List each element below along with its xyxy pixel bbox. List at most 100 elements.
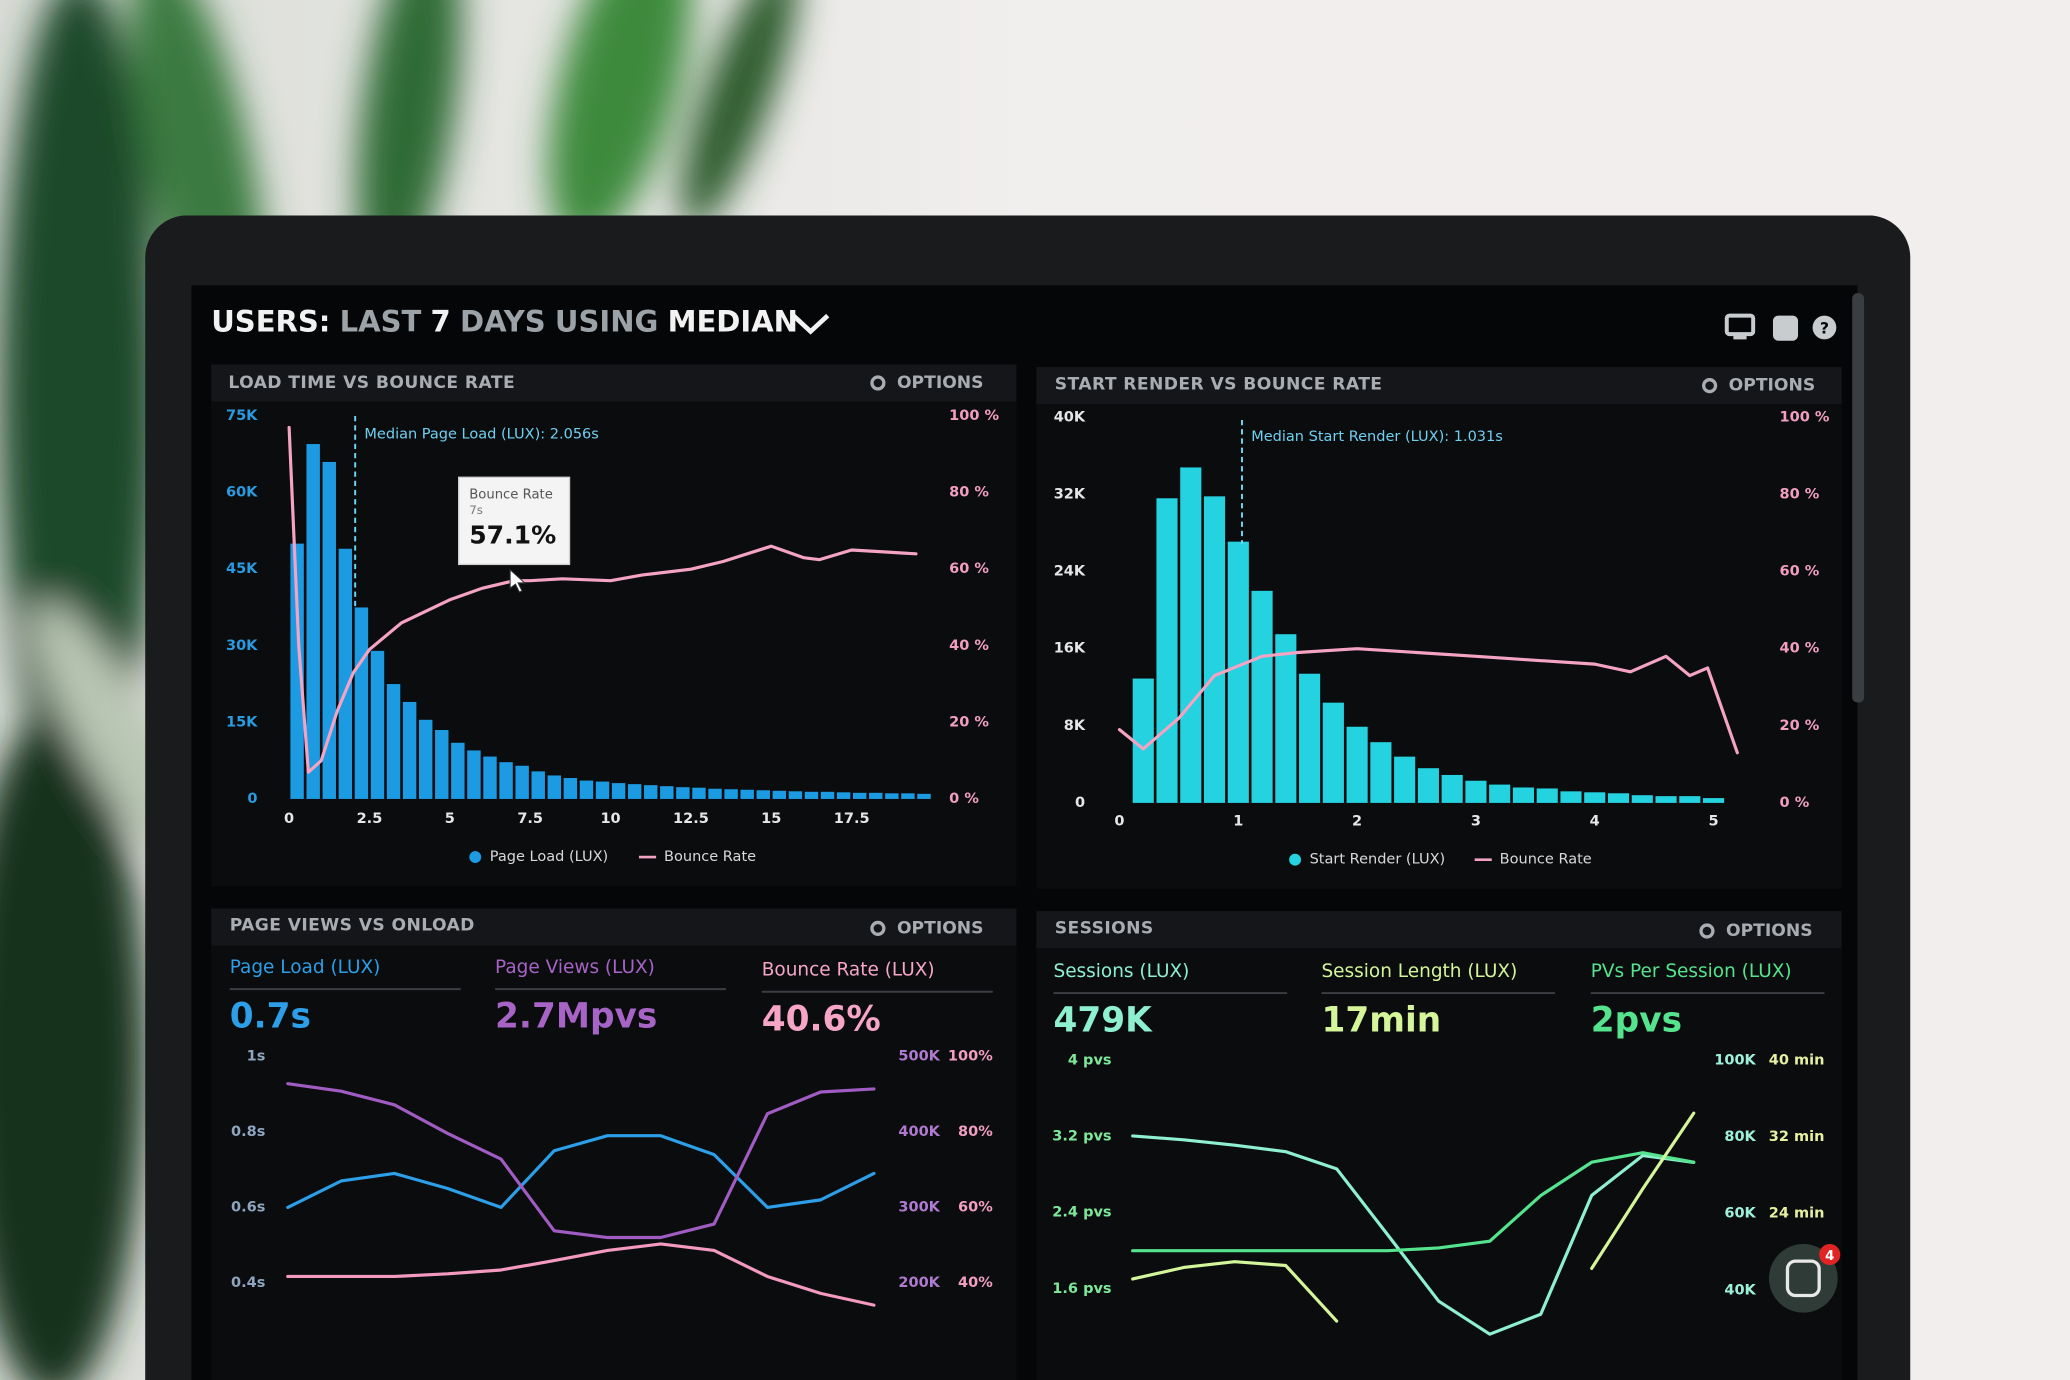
- y-tick-label: 15K: [226, 714, 258, 730]
- histogram-bar: [290, 543, 304, 799]
- histogram-bar: [885, 793, 899, 799]
- metric-label: Session Length (LUX): [1321, 961, 1517, 982]
- options-gear: [1699, 923, 1715, 939]
- y-tick-label: 0: [1075, 795, 1085, 811]
- x-tick-label: 5: [445, 811, 455, 827]
- chat-badge: [1819, 1243, 1841, 1266]
- histogram-bar: [1180, 467, 1202, 803]
- y-tick-label: 45K: [226, 561, 258, 577]
- histogram-bar: [820, 791, 835, 799]
- histogram-bar: [627, 784, 642, 799]
- metric-value: 0.7s: [230, 997, 311, 1037]
- y2-tick-label: 40 %: [1780, 641, 1820, 657]
- histogram-bar: [467, 750, 481, 799]
- y2-tick-label: 80K: [1724, 1129, 1756, 1145]
- options-button[interactable]: OPTIONS: [1726, 921, 1813, 941]
- options-button[interactable]: OPTIONS: [897, 918, 984, 938]
- series-line: [286, 1082, 876, 1240]
- y2-tick-label: 20 %: [949, 714, 989, 730]
- scrollbar[interactable]: [1852, 293, 1865, 703]
- y-tick-label: 0.6s: [231, 1199, 265, 1215]
- x-tick-label: 3: [1471, 813, 1481, 829]
- metric-label: Page Views (LUX): [495, 957, 655, 978]
- panel-title: LOAD TIME VS BOUNCE RATE: [228, 373, 515, 393]
- x-tick-label: 12.5: [673, 811, 709, 827]
- panel-header: [1036, 367, 1842, 405]
- series-line: [1131, 1111, 1696, 1323]
- metric-value: 2pvs: [1591, 1001, 1682, 1041]
- y-tick-label: 8K: [1064, 718, 1086, 734]
- tooltip-title: Bounce Rate: [469, 487, 553, 502]
- monitor-stand: [1733, 335, 1747, 340]
- dashboard-title: USERS: LAST 7 DAYS USING MEDIAN: [211, 305, 798, 339]
- y2-tick-label: 100 %: [1780, 409, 1830, 425]
- metric-label: Sessions (LUX): [1053, 961, 1189, 982]
- histogram-bar: [917, 793, 931, 799]
- histogram-bar: [338, 548, 353, 799]
- legend-label: Bounce Rate: [664, 849, 756, 865]
- histogram-bar: [1702, 798, 1725, 803]
- options-gear: [870, 375, 886, 391]
- metric-value: 479K: [1053, 1001, 1153, 1041]
- tooltip: [458, 476, 571, 566]
- y2-tick-label: 20 %: [1780, 718, 1820, 734]
- metric-value: 17min: [1321, 1001, 1441, 1041]
- histogram-bar: [660, 786, 674, 799]
- histogram-bar: [788, 791, 803, 799]
- panel: [211, 908, 1017, 1380]
- help-icon[interactable]: [1812, 315, 1837, 340]
- y3-tick-label: 80%: [958, 1124, 993, 1140]
- y-tick-label: 60K: [226, 485, 258, 501]
- x-tick-label: 15: [761, 811, 781, 827]
- y2-tick-label: 40K: [1724, 1282, 1756, 1298]
- cursor: [509, 568, 527, 593]
- panel-header: [1036, 911, 1842, 949]
- histogram-bar: [1346, 726, 1368, 803]
- options-button[interactable]: OPTIONS: [897, 373, 984, 393]
- histogram-bar: [483, 756, 497, 799]
- charts: LOAD TIME VS BOUNCE RATE OPTIONS 0 15K 30K 45…: [211, 364, 1842, 1380]
- tooltip-value: 57.1%: [469, 521, 556, 550]
- y3-tick-label: 100%: [948, 1048, 993, 1064]
- y-tick-label: 30K: [226, 638, 258, 654]
- y-tick-label: 3.2 pvs: [1052, 1129, 1111, 1145]
- histogram-bar: [772, 790, 787, 799]
- monitor-icon[interactable]: [1724, 313, 1756, 337]
- y3-tick-label: 40%: [958, 1275, 993, 1291]
- y2-tick-label: 100K: [1714, 1052, 1756, 1068]
- x-tick-label: 0: [1114, 813, 1124, 829]
- metric-label: Page Load (LUX): [230, 957, 381, 978]
- title-part: USERS:: [211, 305, 330, 339]
- x-tick-label: 2: [1352, 813, 1362, 829]
- title-dropdown[interactable]: [791, 313, 830, 335]
- y2-tick-label: 500K: [898, 1048, 940, 1064]
- chat-button[interactable]: [1769, 1243, 1838, 1313]
- options-button[interactable]: OPTIONS: [1729, 376, 1816, 396]
- histogram-bar: [515, 765, 529, 799]
- histogram-bar: [1536, 788, 1558, 803]
- y2-tick-label: 300K: [898, 1199, 940, 1215]
- histogram-bar: [611, 783, 626, 799]
- histogram-bar: [402, 701, 417, 799]
- y2-tick-label: 0 %: [1780, 795, 1810, 811]
- y3-tick-label: 24 min: [1769, 1206, 1825, 1222]
- histogram-bar: [804, 791, 819, 799]
- histogram-bar: [322, 461, 336, 799]
- histogram-bar: [1560, 791, 1582, 803]
- legend-swatch: [1289, 853, 1302, 866]
- y-tick-label: 24K: [1054, 564, 1086, 580]
- histogram-bar: [1465, 780, 1487, 803]
- histogram-bar: [1441, 774, 1463, 803]
- title-part: 7: [431, 305, 451, 339]
- y-tick-label: 75K: [226, 408, 258, 424]
- histogram-bar: [386, 684, 401, 799]
- histogram-bar: [1631, 795, 1653, 803]
- y-tick-label: 0: [247, 791, 257, 807]
- histogram-bar: [1417, 768, 1439, 803]
- histogram-bar: [499, 762, 513, 799]
- series-line: [1131, 1151, 1696, 1253]
- histogram-bar: [418, 719, 433, 799]
- share-icon[interactable]: [1772, 315, 1799, 341]
- title-part: USING: [555, 305, 658, 339]
- histogram-bar: [1203, 496, 1226, 803]
